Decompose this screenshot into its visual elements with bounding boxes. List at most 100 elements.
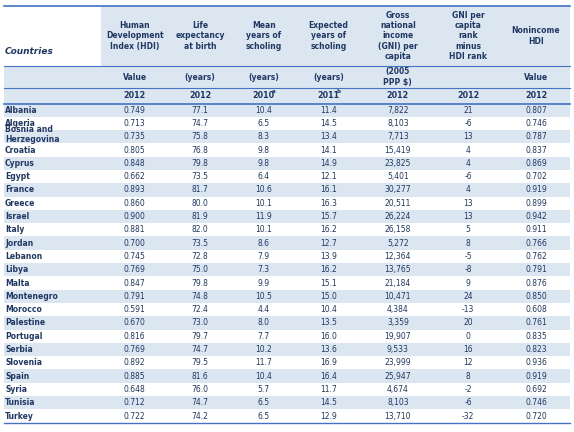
Text: 0.919: 0.919 — [525, 372, 547, 381]
Text: 8.0: 8.0 — [258, 318, 270, 327]
Text: 9.8: 9.8 — [258, 159, 270, 168]
Text: 73.5: 73.5 — [192, 172, 208, 181]
Text: 15,419: 15,419 — [385, 146, 411, 155]
Text: 10.4: 10.4 — [320, 305, 337, 314]
Text: Lebanon: Lebanon — [5, 252, 42, 261]
Text: 76.0: 76.0 — [192, 385, 208, 394]
Text: 5,272: 5,272 — [387, 238, 409, 248]
Text: 10.6: 10.6 — [255, 185, 272, 194]
Bar — [4, 383, 570, 396]
Text: Serbia: Serbia — [5, 345, 33, 354]
Bar — [4, 250, 570, 263]
Text: -2: -2 — [464, 385, 472, 394]
Text: 0.837: 0.837 — [525, 146, 547, 155]
Text: 0.692: 0.692 — [525, 385, 547, 394]
Text: 74.7: 74.7 — [192, 119, 208, 128]
Bar — [4, 303, 570, 316]
Text: 0.892: 0.892 — [124, 359, 145, 367]
Text: 0.745: 0.745 — [123, 252, 146, 261]
Text: 23,825: 23,825 — [385, 159, 411, 168]
Text: 5,401: 5,401 — [387, 172, 409, 181]
Text: 26,224: 26,224 — [385, 212, 411, 221]
Text: 8: 8 — [466, 238, 471, 248]
Text: 4: 4 — [466, 159, 471, 168]
Bar — [101, 6, 570, 66]
Text: 4,674: 4,674 — [387, 385, 409, 394]
Bar — [4, 396, 570, 410]
Bar — [4, 6, 101, 66]
Text: 76.8: 76.8 — [192, 146, 208, 155]
Text: 0.746: 0.746 — [525, 119, 547, 128]
Text: 73.5: 73.5 — [192, 238, 208, 248]
Text: 0.847: 0.847 — [124, 279, 145, 288]
Text: 0.662: 0.662 — [124, 172, 145, 181]
Text: 13: 13 — [463, 212, 473, 221]
Text: -6: -6 — [464, 172, 472, 181]
Text: 20: 20 — [463, 318, 473, 327]
Text: 77.1: 77.1 — [192, 106, 208, 114]
Text: Turkey: Turkey — [5, 412, 34, 420]
Bar — [4, 263, 570, 276]
Text: 3,359: 3,359 — [387, 318, 409, 327]
Text: 8: 8 — [466, 372, 471, 381]
Bar — [4, 170, 570, 183]
Text: 16.3: 16.3 — [320, 199, 337, 208]
Text: Countries: Countries — [5, 47, 54, 55]
Text: 10.2: 10.2 — [255, 345, 272, 354]
Text: -13: -13 — [462, 305, 474, 314]
Text: Israel: Israel — [5, 212, 29, 221]
Bar — [4, 210, 570, 223]
Text: 0.762: 0.762 — [525, 252, 547, 261]
Text: 74.2: 74.2 — [192, 412, 208, 420]
Text: 0.850: 0.850 — [525, 292, 547, 301]
Text: 16: 16 — [463, 345, 473, 354]
Text: 0.702: 0.702 — [525, 172, 547, 181]
Text: 21: 21 — [463, 106, 473, 114]
Text: 24: 24 — [463, 292, 473, 301]
Text: 9: 9 — [466, 279, 471, 288]
Text: 6.5: 6.5 — [258, 398, 270, 407]
Text: 81.6: 81.6 — [192, 372, 208, 381]
Text: 0.713: 0.713 — [124, 119, 145, 128]
Text: 11.7: 11.7 — [255, 359, 272, 367]
Text: 0.848: 0.848 — [124, 159, 145, 168]
Text: 8,103: 8,103 — [387, 119, 409, 128]
Text: Tunisia: Tunisia — [5, 398, 36, 407]
Text: 0.885: 0.885 — [124, 372, 145, 381]
Text: 20,511: 20,511 — [385, 199, 411, 208]
Text: 5: 5 — [466, 226, 471, 234]
Bar — [4, 143, 570, 157]
Bar — [4, 290, 570, 303]
Text: 10,471: 10,471 — [385, 292, 411, 301]
Text: Human
Development
Index (HDI): Human Development Index (HDI) — [106, 21, 164, 51]
Text: 4.4: 4.4 — [258, 305, 270, 314]
Text: 0.893: 0.893 — [124, 185, 145, 194]
Text: 74.8: 74.8 — [192, 292, 208, 301]
Text: 0.722: 0.722 — [124, 412, 145, 420]
Text: Egypt: Egypt — [5, 172, 30, 181]
Text: 9,533: 9,533 — [387, 345, 409, 354]
Text: 0.869: 0.869 — [525, 159, 547, 168]
Text: (years): (years) — [185, 73, 215, 82]
Text: 0.769: 0.769 — [123, 265, 146, 274]
Text: 0.900: 0.900 — [123, 212, 146, 221]
Text: 0.942: 0.942 — [525, 212, 547, 221]
Text: 0.805: 0.805 — [124, 146, 145, 155]
Text: 81.9: 81.9 — [192, 212, 208, 221]
Text: 13.4: 13.4 — [320, 132, 337, 141]
Text: 2012: 2012 — [457, 91, 479, 100]
Text: 0.899: 0.899 — [525, 199, 547, 208]
Text: 11.4: 11.4 — [320, 106, 337, 114]
Text: Malta: Malta — [5, 279, 29, 288]
Text: 0.807: 0.807 — [525, 106, 547, 114]
Text: 2012: 2012 — [189, 91, 211, 100]
Text: 0.700: 0.700 — [123, 238, 146, 248]
Text: Albania: Albania — [5, 106, 38, 114]
Text: 16.9: 16.9 — [320, 359, 337, 367]
Bar — [4, 88, 570, 104]
Bar — [4, 236, 570, 250]
Text: 0.835: 0.835 — [525, 332, 547, 341]
Text: 16.0: 16.0 — [320, 332, 337, 341]
Text: 7.9: 7.9 — [258, 252, 270, 261]
Text: 2012: 2012 — [387, 91, 409, 100]
